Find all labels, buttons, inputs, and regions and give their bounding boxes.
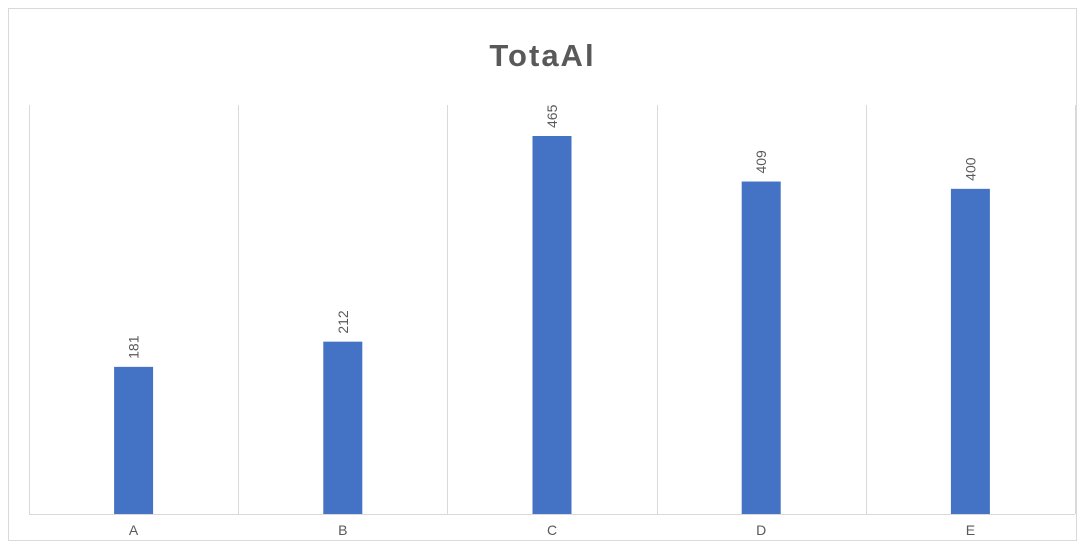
x-axis-ticks: A B C D E [129, 522, 975, 538]
bar-c [532, 136, 572, 514]
chart-title: TotaAl [489, 38, 596, 73]
data-labels: 181 212 465 409 400 [126, 104, 979, 358]
bar-b [323, 341, 363, 514]
x-tick-c: C [547, 522, 557, 538]
x-tick-e: E [966, 522, 975, 538]
bar-a [114, 366, 154, 514]
data-label-d: 409 [753, 150, 769, 174]
data-label-e: 400 [962, 157, 978, 181]
bar-d [741, 181, 781, 514]
data-label-b: 212 [335, 310, 351, 334]
gridlines [29, 105, 1076, 515]
bars [114, 136, 990, 514]
x-tick-a: A [129, 522, 139, 538]
bar-e [950, 188, 990, 514]
data-label-c: 465 [544, 104, 560, 128]
x-tick-b: B [338, 522, 347, 538]
x-tick-d: D [756, 522, 766, 538]
data-label-a: 181 [126, 335, 142, 359]
